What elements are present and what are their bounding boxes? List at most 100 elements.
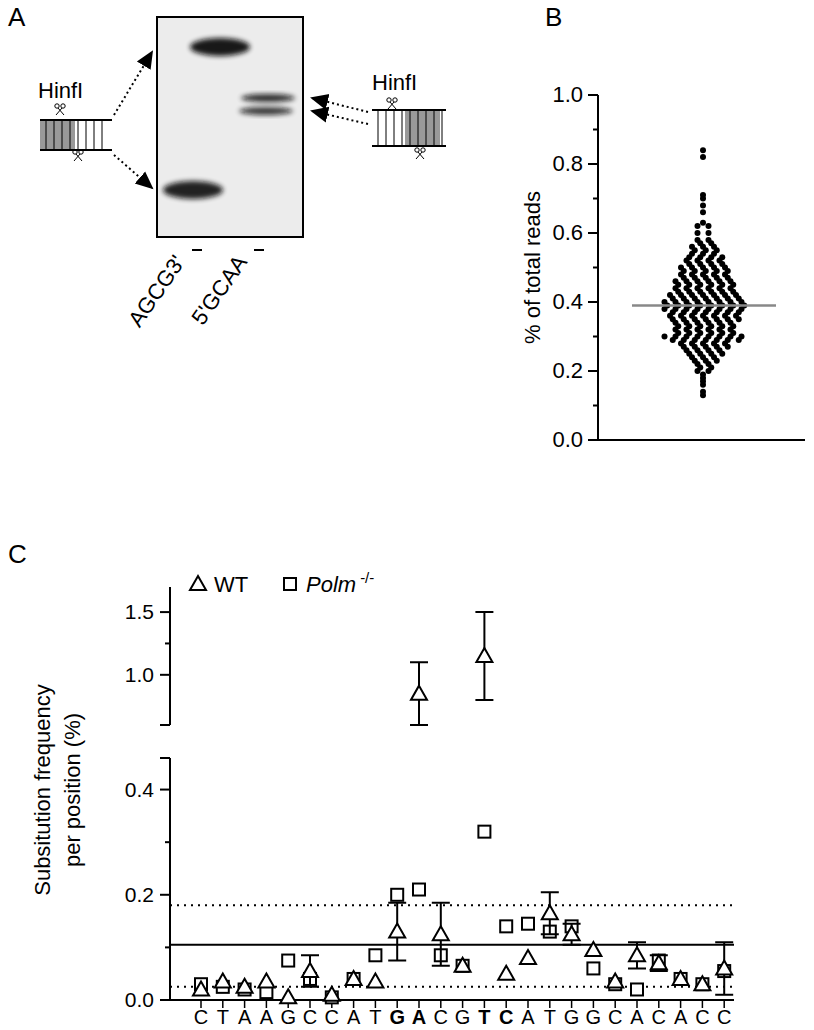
arrow [114,52,152,115]
y-tick [160,611,170,613]
point [476,648,492,662]
scissors [73,150,77,154]
point [719,351,725,357]
minor-tick [165,642,170,644]
dna-site [40,120,75,150]
dna-strand [372,109,446,111]
x-tick-label: C [652,1006,666,1028]
y-tick [588,370,598,372]
gel-band [163,181,223,199]
point [478,826,490,838]
enzyme-label: HinfI [372,70,417,95]
point [700,196,706,202]
point [498,966,514,980]
x-tick-label: C [608,1006,622,1028]
point [587,962,599,974]
reference-line [170,944,734,946]
error-bar [432,903,450,966]
y-tick [588,232,598,234]
minor-tick [593,198,598,200]
point [346,971,362,985]
gel-frame [157,17,303,237]
y-tick-label: 0.4 [125,778,155,801]
point [662,334,668,340]
y-tick [160,789,170,791]
minor-tick [593,336,598,338]
y-tick-label: 1.0 [552,82,583,107]
y-tick [588,439,598,441]
plot-area [193,612,733,1003]
x-tick-label: G [586,1006,602,1028]
dna-rung [386,110,387,146]
point [700,392,706,398]
enzyme-label: HinfI [38,78,83,103]
point [258,974,274,988]
panel-label: C [8,539,27,569]
dna-rung [442,110,443,146]
error-bar [563,924,581,945]
error-bar [650,955,668,971]
y-tick-label: 1.0 [125,663,154,686]
point [700,147,706,153]
point [700,202,706,208]
dna-strand [40,119,112,121]
x-tick-label: C [325,1006,339,1028]
x-tick-label: C [434,1006,448,1028]
legend-text: Polm [306,572,356,597]
point [585,942,601,956]
median-line [632,304,776,307]
y-tick-label: 0.0 [552,427,583,452]
x-tick-label: C [717,1006,731,1028]
scissors [387,98,391,102]
point [694,976,710,990]
point [700,382,706,388]
scissors [56,108,64,115]
minor-tick [593,405,598,407]
dna-rung [434,110,435,146]
dna-rung [94,120,95,150]
dna-rung [70,120,71,150]
dna-rung [78,120,79,150]
point [411,686,427,700]
point [706,223,712,229]
x-tick-label: C [499,1006,513,1028]
dna-rung [394,110,395,146]
dna-rung [418,110,419,146]
x-tick-label: A [260,1006,274,1028]
point [695,230,701,236]
gel-band [241,94,295,102]
gel-band [239,107,293,115]
minor-tick [593,267,598,269]
y-tick-label: 0.2 [125,883,154,906]
dna-rung [46,120,47,150]
minor-tick [593,129,598,131]
y-tick [588,301,598,303]
scissors [55,104,59,108]
point [700,220,706,226]
point [716,960,732,974]
point [631,983,643,995]
y-tick-label: 0.8 [552,151,583,176]
point [670,337,676,343]
x-tick-label: T [369,1006,381,1028]
legend-text: WT [214,572,248,597]
panel-label: A [8,2,26,32]
y-label: Subsitution frequency [30,684,55,896]
dna-strand [372,145,446,147]
point [662,306,668,312]
dna-rung [102,120,103,150]
point [391,889,403,901]
error-bar [628,942,646,968]
point [564,926,580,940]
axis-break-end [160,757,170,759]
y-axis [169,587,171,725]
point [369,949,381,961]
x-tick-label: A [412,1006,426,1028]
dna-rung [54,120,55,150]
point [190,576,206,590]
point [629,947,645,961]
point [280,989,296,1003]
arrow [312,98,368,112]
dna-rung [426,110,427,146]
scissors [415,148,419,152]
